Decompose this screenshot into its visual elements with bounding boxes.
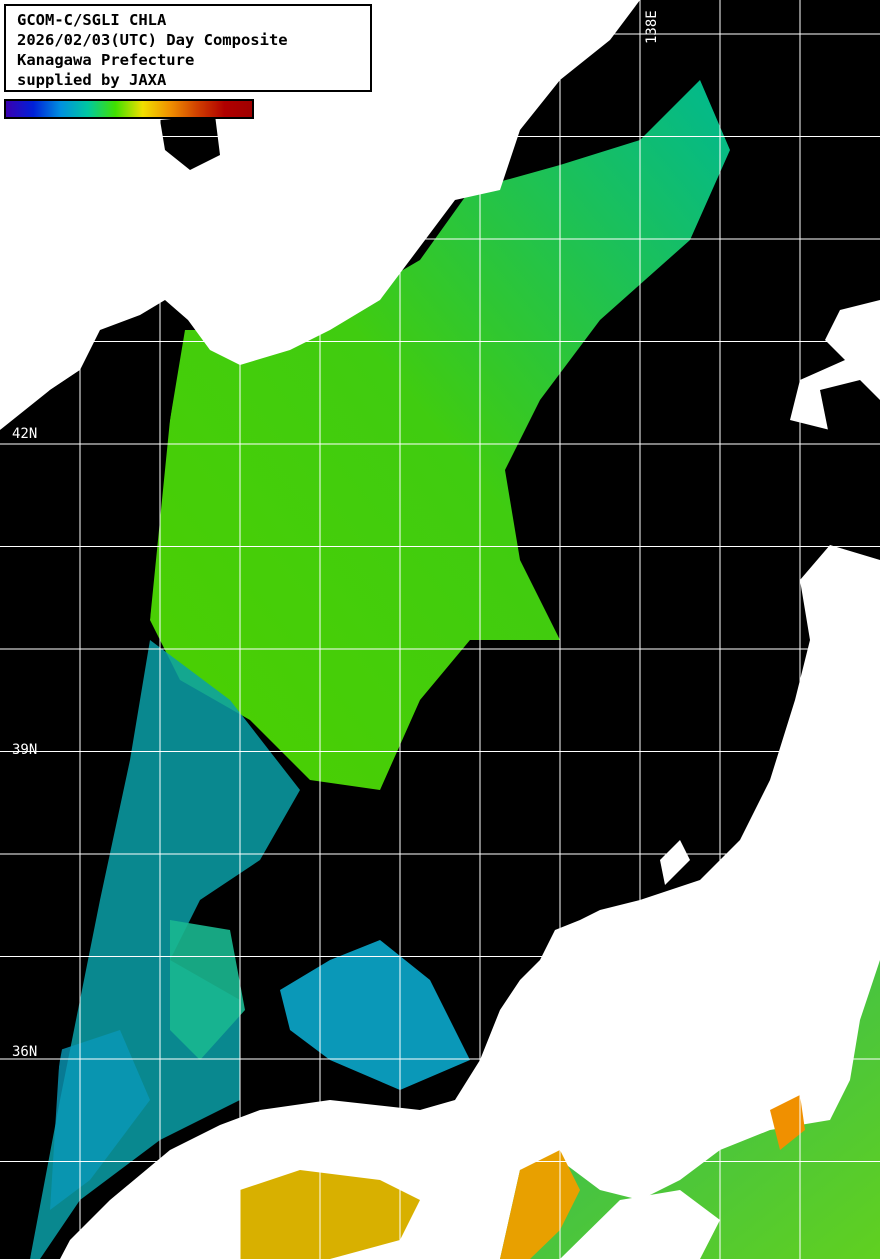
chla-high-region [150,80,730,790]
chla-pacific-region [500,960,880,1259]
lon-label-138e: 138E [644,10,660,44]
title-line-region: Kanagawa Prefecture [17,51,195,69]
color-scale-bar [4,99,254,119]
chla-coastal-high [770,1095,805,1150]
no-data-region [0,310,185,1259]
land-japan [60,0,880,1259]
chla-mid-region [280,940,470,1090]
island [160,115,220,170]
chla-mid-region [170,920,245,1060]
chla-coastal-high [240,1170,420,1259]
lat-label-39n: 39N [12,742,38,758]
chla-mid-region [50,1030,150,1210]
title-line-credit: supplied by JAXA [17,71,167,89]
title-line-product: GCOM-C/SGLI CHLA [17,11,167,29]
lat-label-42n: 42N [12,426,38,442]
title-box: GCOM-C/SGLI CHLA 2026/02/03(UTC) Day Com… [4,4,372,92]
island-sado [660,840,690,885]
title-line-date: 2026/02/03(UTC) Day Composite [17,31,288,49]
land-hokkaido-detail [820,380,880,470]
lat-label-36n: 36N [12,1044,38,1060]
